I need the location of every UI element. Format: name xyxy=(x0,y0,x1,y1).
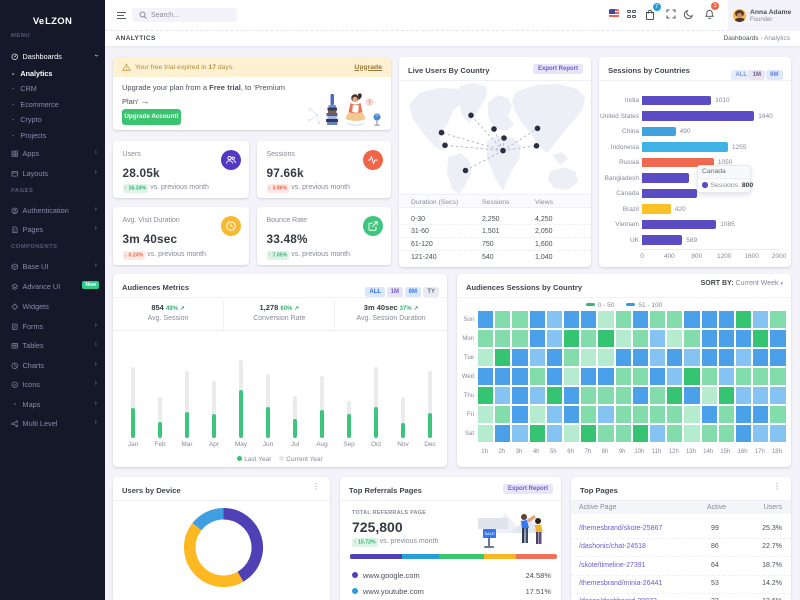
svg-text:SALE: SALE xyxy=(484,531,495,536)
